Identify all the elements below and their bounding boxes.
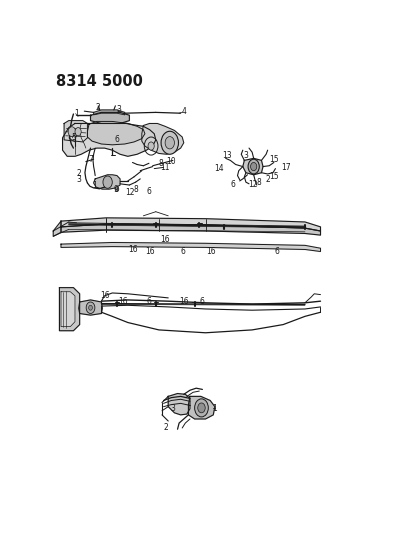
Text: 3: 3 [77, 175, 81, 184]
Text: 16: 16 [118, 297, 128, 306]
Circle shape [68, 127, 76, 136]
Text: 4: 4 [181, 108, 186, 117]
Text: 7: 7 [88, 156, 93, 165]
Text: 2: 2 [96, 102, 101, 111]
Text: 12: 12 [248, 180, 257, 189]
Text: 16: 16 [206, 247, 216, 256]
Text: 6: 6 [275, 247, 279, 256]
Circle shape [89, 305, 92, 310]
Polygon shape [94, 110, 125, 115]
Circle shape [161, 131, 178, 154]
Text: 11: 11 [160, 163, 170, 172]
Text: 16: 16 [129, 245, 138, 254]
Text: 2: 2 [163, 424, 168, 432]
Text: 10: 10 [166, 157, 176, 166]
Polygon shape [53, 221, 61, 236]
Polygon shape [64, 120, 87, 142]
Text: 8: 8 [133, 185, 138, 194]
Text: 6: 6 [146, 187, 152, 196]
Polygon shape [243, 158, 263, 175]
Text: 6: 6 [230, 180, 235, 189]
Text: 17: 17 [281, 163, 290, 172]
Text: 12: 12 [126, 188, 135, 197]
Text: 1: 1 [74, 109, 79, 118]
Circle shape [148, 142, 154, 150]
Text: 3: 3 [116, 106, 121, 115]
Text: 8: 8 [257, 177, 261, 187]
Polygon shape [61, 292, 75, 327]
Text: 6: 6 [200, 297, 205, 306]
Circle shape [165, 136, 174, 149]
Circle shape [115, 187, 119, 191]
Text: 8314 5000: 8314 5000 [56, 74, 143, 89]
Polygon shape [91, 112, 130, 124]
Text: 14: 14 [215, 164, 224, 173]
Polygon shape [63, 124, 156, 156]
Text: 16: 16 [160, 235, 170, 244]
Text: 13: 13 [223, 151, 232, 160]
Text: 9: 9 [114, 185, 119, 195]
Polygon shape [61, 218, 320, 231]
Circle shape [75, 127, 81, 136]
Text: 16: 16 [101, 291, 110, 300]
Text: 2: 2 [77, 168, 81, 177]
Text: 8: 8 [158, 159, 163, 168]
Text: 1: 1 [213, 404, 217, 413]
Text: 6: 6 [146, 297, 152, 306]
Polygon shape [94, 175, 120, 189]
Circle shape [198, 403, 205, 413]
Circle shape [251, 163, 257, 171]
Circle shape [103, 176, 112, 188]
Polygon shape [59, 288, 80, 330]
Polygon shape [61, 243, 320, 252]
Text: 1: 1 [92, 181, 97, 190]
Polygon shape [142, 124, 184, 154]
Circle shape [194, 399, 208, 417]
Text: 15: 15 [269, 172, 279, 181]
Text: 15: 15 [269, 155, 279, 164]
Polygon shape [61, 224, 320, 235]
Text: 6: 6 [115, 135, 119, 144]
Polygon shape [79, 300, 102, 315]
Text: 2: 2 [265, 175, 270, 184]
Text: 3: 3 [170, 404, 175, 413]
Text: 16: 16 [179, 297, 188, 306]
Text: 16: 16 [145, 247, 154, 256]
Text: 5: 5 [71, 133, 76, 142]
Polygon shape [168, 393, 190, 415]
Polygon shape [87, 122, 145, 145]
Circle shape [86, 302, 95, 313]
Circle shape [248, 159, 259, 174]
Text: 3: 3 [243, 150, 248, 159]
Polygon shape [188, 397, 215, 419]
Text: 6: 6 [181, 247, 186, 256]
